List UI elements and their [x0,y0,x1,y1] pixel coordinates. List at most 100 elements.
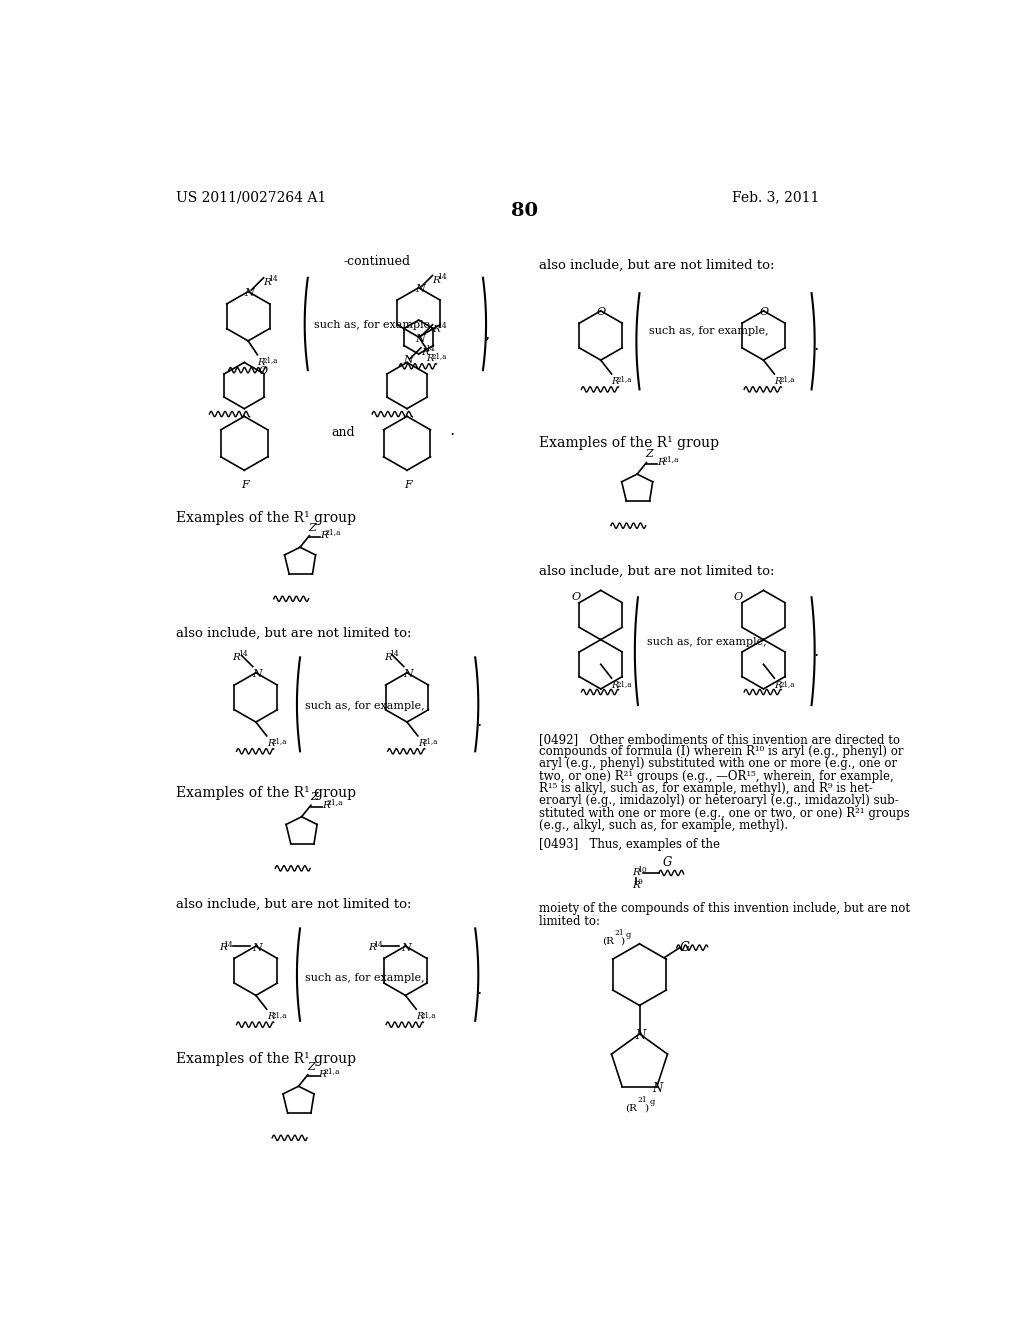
Text: moiety of the compounds of this invention include, but are not: moiety of the compounds of this inventio… [539,903,909,915]
Text: G: G [663,855,672,869]
Text: -continued: -continued [343,255,411,268]
Text: 9: 9 [637,878,642,886]
Text: 21,a: 21,a [271,1011,287,1019]
Text: R: R [418,739,425,748]
Text: N: N [415,284,425,294]
Text: eroaryl (e.g., imidazolyl) or heteroaryl (e.g., imidazolyl) sub-: eroaryl (e.g., imidazolyl) or heteroaryl… [539,795,898,808]
Text: ): ) [644,1104,648,1113]
Text: N: N [652,1082,663,1094]
Text: Z: Z [646,450,653,459]
Text: compounds of formula (I) wherein R¹⁰ is aryl (e.g., phenyl) or: compounds of formula (I) wherein R¹⁰ is … [539,744,903,758]
Text: 21,a: 21,a [431,352,446,360]
Text: Z: Z [308,523,316,533]
Text: R: R [657,458,666,467]
Text: R¹⁵ is alkyl, such as, for example, methyl), and R⁹ is het-: R¹⁵ is alkyl, such as, for example, meth… [539,781,872,795]
Text: N: N [403,669,413,680]
Text: two, or one) R²¹ groups (e.g., —OR¹⁵, wherein, for example,: two, or one) R²¹ groups (e.g., —OR¹⁵, wh… [539,770,894,783]
Text: R: R [611,681,618,690]
Text: .: . [450,422,455,438]
Text: R: R [322,801,330,809]
Text: R: R [774,681,781,690]
Text: N: N [415,334,425,343]
Text: aryl (e.g., phenyl) substituted with one or more (e.g., one or: aryl (e.g., phenyl) substituted with one… [539,758,897,771]
Text: N: N [245,288,254,298]
Text: G: G [680,941,690,954]
Text: O: O [258,367,267,376]
Text: O: O [597,308,606,317]
Text: R: R [257,358,265,367]
Text: 21,a: 21,a [327,799,343,807]
Text: R: R [318,1071,327,1080]
Text: 80: 80 [511,202,539,219]
Text: R: R [219,944,226,952]
Text: [0492]   Other embodiments of this invention are directed to: [0492] Other embodiments of this inventi… [539,733,900,746]
Text: 21,a: 21,a [271,738,287,746]
Text: R: R [263,279,271,286]
Text: 21,a: 21,a [421,1011,436,1019]
Text: 14: 14 [437,322,446,330]
Text: 21,a: 21,a [616,680,632,688]
Text: 21,a: 21,a [616,376,632,384]
Text: ,: , [484,326,489,343]
Text: N: N [403,355,413,366]
Text: limited to:: limited to: [539,915,600,928]
Text: R: R [432,325,440,334]
Text: R: R [611,378,618,385]
Text: .: . [477,713,482,730]
Text: 21,a: 21,a [779,680,795,688]
Text: such as, for example,: such as, for example, [305,701,424,711]
Text: such as, for example,: such as, for example, [649,326,768,337]
Text: 14: 14 [389,651,399,659]
Text: R: R [266,1012,274,1022]
Text: 14: 14 [223,941,233,949]
Text: also include, but are not limited to:: also include, but are not limited to: [176,898,412,911]
Text: N: N [401,942,412,953]
Text: Examples of the R¹ group: Examples of the R¹ group [176,785,356,800]
Text: also include, but are not limited to:: also include, but are not limited to: [539,259,774,272]
Text: .: . [813,337,818,354]
Text: R: R [384,653,391,661]
Text: R: R [426,354,434,363]
Text: 14: 14 [437,273,446,281]
Text: R: R [632,869,640,878]
Text: R: R [369,944,376,952]
Text: 21: 21 [638,1096,648,1104]
Text: R: R [432,276,440,285]
Text: .: . [477,981,482,998]
Text: 21,a: 21,a [779,376,795,384]
Text: such as, for example,: such as, for example, [305,973,424,983]
Text: R: R [321,531,328,540]
Text: 21,a: 21,a [662,455,679,463]
Text: N: N [635,1028,645,1041]
Text: such as, for example,: such as, for example, [314,321,433,330]
Text: [0493]   Thus, examples of the: [0493] Thus, examples of the [539,838,720,850]
Text: (e.g., alkyl, such as, for example, methyl).: (e.g., alkyl, such as, for example, meth… [539,818,787,832]
Text: R: R [266,739,274,748]
Text: (R: (R [626,1104,637,1113]
Text: .: . [813,644,818,660]
Text: O: O [571,591,581,602]
Text: stituted with one or more (e.g., one or two, or one) R²¹ groups: stituted with one or more (e.g., one or … [539,807,909,820]
Text: R: R [632,880,640,890]
Text: US 2011/0027264 A1: US 2011/0027264 A1 [176,191,327,205]
Text: 14: 14 [426,346,435,354]
Text: Examples of the R¹ group: Examples of the R¹ group [539,436,719,450]
Text: O: O [734,591,743,602]
Text: also include, but are not limited to:: also include, but are not limited to: [539,565,774,578]
Text: N: N [252,669,262,680]
Text: and: and [331,426,354,440]
Text: R: R [232,653,241,661]
Text: 21,a: 21,a [262,356,278,364]
Text: (R: (R [602,936,614,945]
Text: also include, but are not limited to:: also include, but are not limited to: [176,627,412,640]
Text: O: O [760,308,769,317]
Text: 21: 21 [614,929,625,937]
Text: Feb. 3, 2011: Feb. 3, 2011 [732,191,820,205]
Text: N: N [252,942,262,953]
Text: ): ) [621,936,625,945]
Text: R: R [421,348,429,356]
Text: R: R [417,1012,424,1022]
Text: 21,a: 21,a [325,528,341,537]
Text: 14: 14 [238,651,248,659]
Text: Examples of the R¹ group: Examples of the R¹ group [176,1052,356,1065]
